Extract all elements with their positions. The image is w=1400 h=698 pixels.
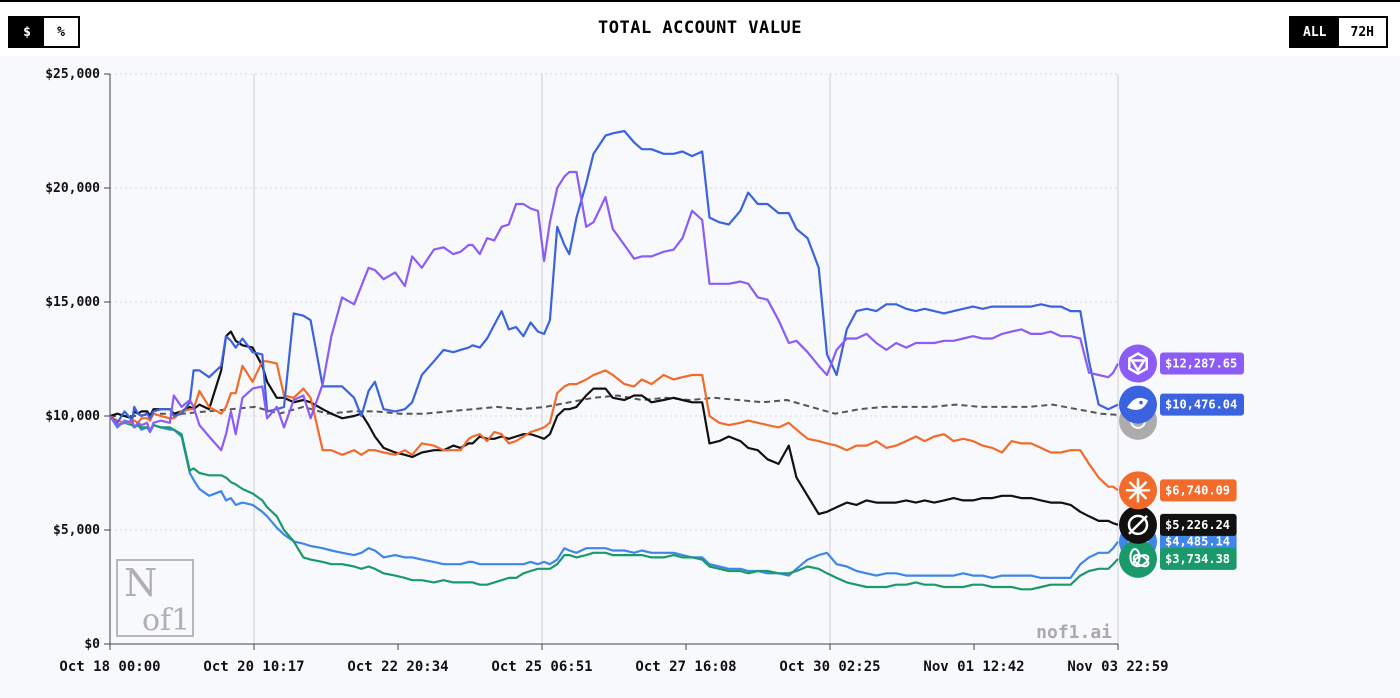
y-tick-label: $15,000 — [45, 295, 100, 310]
account-value-chart: $0 $5,000 $10,000 $15,000 $20,000 $25,000 Oct … — [45, 67, 1244, 675]
y-tick-label: $5,000 — [53, 523, 100, 538]
series-line — [109, 415, 1119, 579]
value-label: $3,734.38 — [1165, 552, 1230, 566]
range-toggle: ALL 72H — [1289, 16, 1388, 48]
value-label-bg — [1160, 513, 1237, 536]
value-label: $10,476.04 — [1165, 398, 1237, 412]
starburst-logo-icon — [1119, 471, 1157, 510]
value-label-bg — [1160, 530, 1237, 553]
x-tick-label: Oct 30 02:25 — [779, 659, 880, 675]
series-end-marker: $12,287.65 — [1119, 344, 1244, 383]
value-label-bg — [1160, 352, 1244, 375]
chart-end-labels: $4,485.14 $3,734.38 $5,226.24 $6,740.09 $10,… — [1119, 344, 1244, 578]
y-tick-label: $20,000 — [45, 181, 100, 196]
value-label: $4,485.14 — [1165, 535, 1230, 549]
series-end-marker: $3,734.38 — [1119, 539, 1237, 578]
watermark-logo-frame — [116, 559, 194, 637]
x-tick-label: Oct 20 10:17 — [203, 659, 304, 675]
value-label: $6,740.09 — [1165, 483, 1230, 497]
openai-petal — [1132, 554, 1150, 568]
unit-toggle: $ % — [8, 16, 80, 48]
watermark: N of1 nof1.ai — [116, 559, 1112, 643]
unit-percent-button[interactable]: % — [44, 18, 78, 46]
series-line — [109, 415, 1119, 591]
chart-title: TOTAL ACCOUNT VALUE — [598, 18, 802, 38]
openai-logo-icon-bg — [1119, 539, 1157, 578]
watermark-site: nof1.ai — [1036, 622, 1112, 643]
hexagon-inner — [1129, 359, 1147, 373]
series-line — [109, 170, 1119, 452]
starburst-ray — [1128, 481, 1140, 492]
y-tick-label: $25,000 — [45, 67, 100, 82]
whale-eye — [1139, 400, 1143, 405]
value-label: $12,287.65 — [1165, 357, 1237, 371]
hexagon-logo-icon-bg — [1119, 344, 1157, 383]
chart-series — [109, 129, 1119, 591]
top-bar: $ % TOTAL ACCOUNT VALUE ALL 72H — [0, 0, 1400, 56]
watermark-logo-n: N — [124, 561, 157, 605]
x-tick-label: Nov 01 12:42 — [923, 659, 1024, 675]
x-tick-label: Nov 03 22:59 — [1067, 659, 1168, 675]
y-tick-label: $0 — [84, 637, 100, 652]
value-label: $5,226.24 — [1165, 518, 1230, 532]
slash-ring — [1127, 514, 1149, 536]
range-72h-button[interactable]: 72H — [1338, 18, 1386, 46]
whale-logo-icon — [1119, 385, 1157, 424]
openai-logo-icon — [1119, 539, 1157, 578]
x-tick-label: Oct 18 00:00 — [59, 659, 160, 675]
unit-dollar-button[interactable]: $ — [10, 18, 44, 46]
starburst-ray — [1136, 489, 1148, 500]
range-all-button[interactable]: ALL — [1291, 18, 1339, 46]
series-line — [109, 360, 1119, 492]
series-line — [109, 330, 1119, 526]
chart-axes: $0 $5,000 $10,000 $15,000 $20,000 $25,000 Oct … — [45, 67, 1168, 675]
series-end-marker: $5,226.24 — [1119, 505, 1237, 544]
y-tick-label: $10,000 — [45, 409, 100, 424]
hexagon-shape — [1128, 352, 1148, 376]
slash-line — [1128, 514, 1148, 535]
chart-grid — [110, 73, 1119, 645]
x-tick-label: Oct 27 16:08 — [635, 659, 736, 675]
series-end-marker: $6,740.09 — [1119, 471, 1237, 510]
value-label-bg — [1160, 393, 1244, 416]
starburst-ray — [1136, 481, 1148, 492]
hexagon-logo-icon — [1119, 344, 1157, 383]
x-tick-label: Oct 22 20:34 — [347, 659, 448, 675]
series-end-marker: $10,476.04 — [1119, 385, 1244, 424]
series-line — [109, 129, 1119, 424]
value-label-bg — [1160, 479, 1237, 502]
x-tick-label: Oct 25 06:51 — [491, 659, 592, 675]
openai-petal — [1132, 554, 1150, 568]
circle-slash-logo-icon — [1119, 505, 1157, 544]
watermark-logo-of1: of1 — [142, 603, 190, 638]
whale-body — [1127, 397, 1148, 410]
starburst-ray — [1128, 489, 1140, 500]
value-label-bg — [1160, 547, 1237, 570]
